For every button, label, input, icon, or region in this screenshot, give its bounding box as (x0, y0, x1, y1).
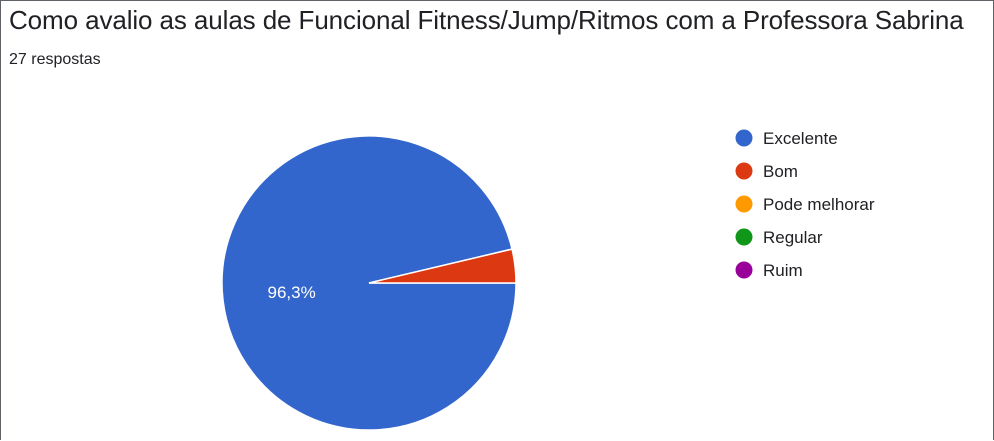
legend-label: Bom (763, 162, 798, 181)
legend-swatch (735, 129, 753, 147)
pie-slice-label: 96,3% (268, 283, 316, 302)
legend-swatch (735, 162, 753, 180)
legend-item-excelente[interactable]: Excelente (735, 129, 838, 148)
legend-label: Excelente (763, 129, 838, 148)
pie-slice-bom[interactable] (368, 248, 517, 284)
chart-legend: Excelente Bom Pode melhorar Regular Ruim (735, 129, 875, 280)
pie-slice-labels: 96,3% (268, 283, 316, 302)
legend-label: Regular (763, 228, 823, 247)
legend-item-regular[interactable]: Regular (735, 228, 823, 247)
legend-swatch (735, 228, 753, 246)
legend-swatch (735, 261, 753, 279)
legend-item-pode-melhorar[interactable]: Pode melhorar (735, 195, 875, 214)
legend-label: Ruim (763, 261, 803, 280)
legend-swatch (735, 195, 753, 213)
pie-slices (221, 135, 517, 431)
chart-title: Como avalio as aulas de Funcional Fitnes… (9, 5, 964, 35)
legend-item-ruim[interactable]: Ruim (735, 261, 803, 280)
legend-item-bom[interactable]: Bom (735, 162, 798, 181)
response-count: 27 respostas (9, 51, 101, 68)
legend-label: Pode melhorar (763, 195, 875, 214)
